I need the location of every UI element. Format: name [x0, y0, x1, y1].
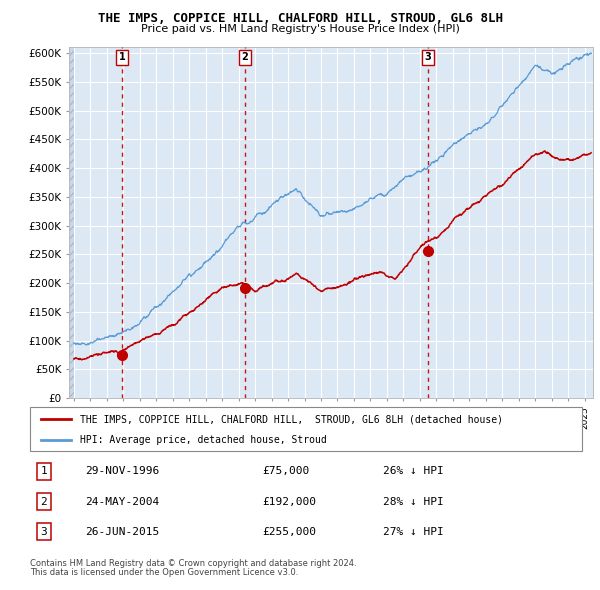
Text: 3: 3: [40, 527, 47, 537]
Text: 2: 2: [40, 497, 47, 507]
Text: 26-JUN-2015: 26-JUN-2015: [85, 527, 160, 537]
Text: 27% ↓ HPI: 27% ↓ HPI: [383, 527, 444, 537]
Text: £192,000: £192,000: [262, 497, 316, 507]
Text: 3: 3: [424, 53, 431, 63]
Text: £75,000: £75,000: [262, 467, 309, 476]
Text: THE IMPS, COPPICE HILL, CHALFORD HILL, STROUD, GL6 8LH: THE IMPS, COPPICE HILL, CHALFORD HILL, S…: [97, 12, 503, 25]
Text: Price paid vs. HM Land Registry's House Price Index (HPI): Price paid vs. HM Land Registry's House …: [140, 24, 460, 34]
Text: 29-NOV-1996: 29-NOV-1996: [85, 467, 160, 476]
Text: 28% ↓ HPI: 28% ↓ HPI: [383, 497, 444, 507]
FancyBboxPatch shape: [30, 407, 582, 451]
Text: £255,000: £255,000: [262, 527, 316, 537]
Bar: [69, 47, 74, 398]
Text: 1: 1: [118, 53, 125, 63]
Text: 2: 2: [242, 53, 248, 63]
Text: 24-MAY-2004: 24-MAY-2004: [85, 497, 160, 507]
Text: 1: 1: [40, 467, 47, 476]
Text: HPI: Average price, detached house, Stroud: HPI: Average price, detached house, Stro…: [80, 435, 326, 445]
Text: This data is licensed under the Open Government Licence v3.0.: This data is licensed under the Open Gov…: [30, 568, 298, 577]
Text: Contains HM Land Registry data © Crown copyright and database right 2024.: Contains HM Land Registry data © Crown c…: [30, 559, 356, 568]
Text: THE IMPS, COPPICE HILL, CHALFORD HILL,  STROUD, GL6 8LH (detached house): THE IMPS, COPPICE HILL, CHALFORD HILL, S…: [80, 414, 503, 424]
Text: 26% ↓ HPI: 26% ↓ HPI: [383, 467, 444, 476]
